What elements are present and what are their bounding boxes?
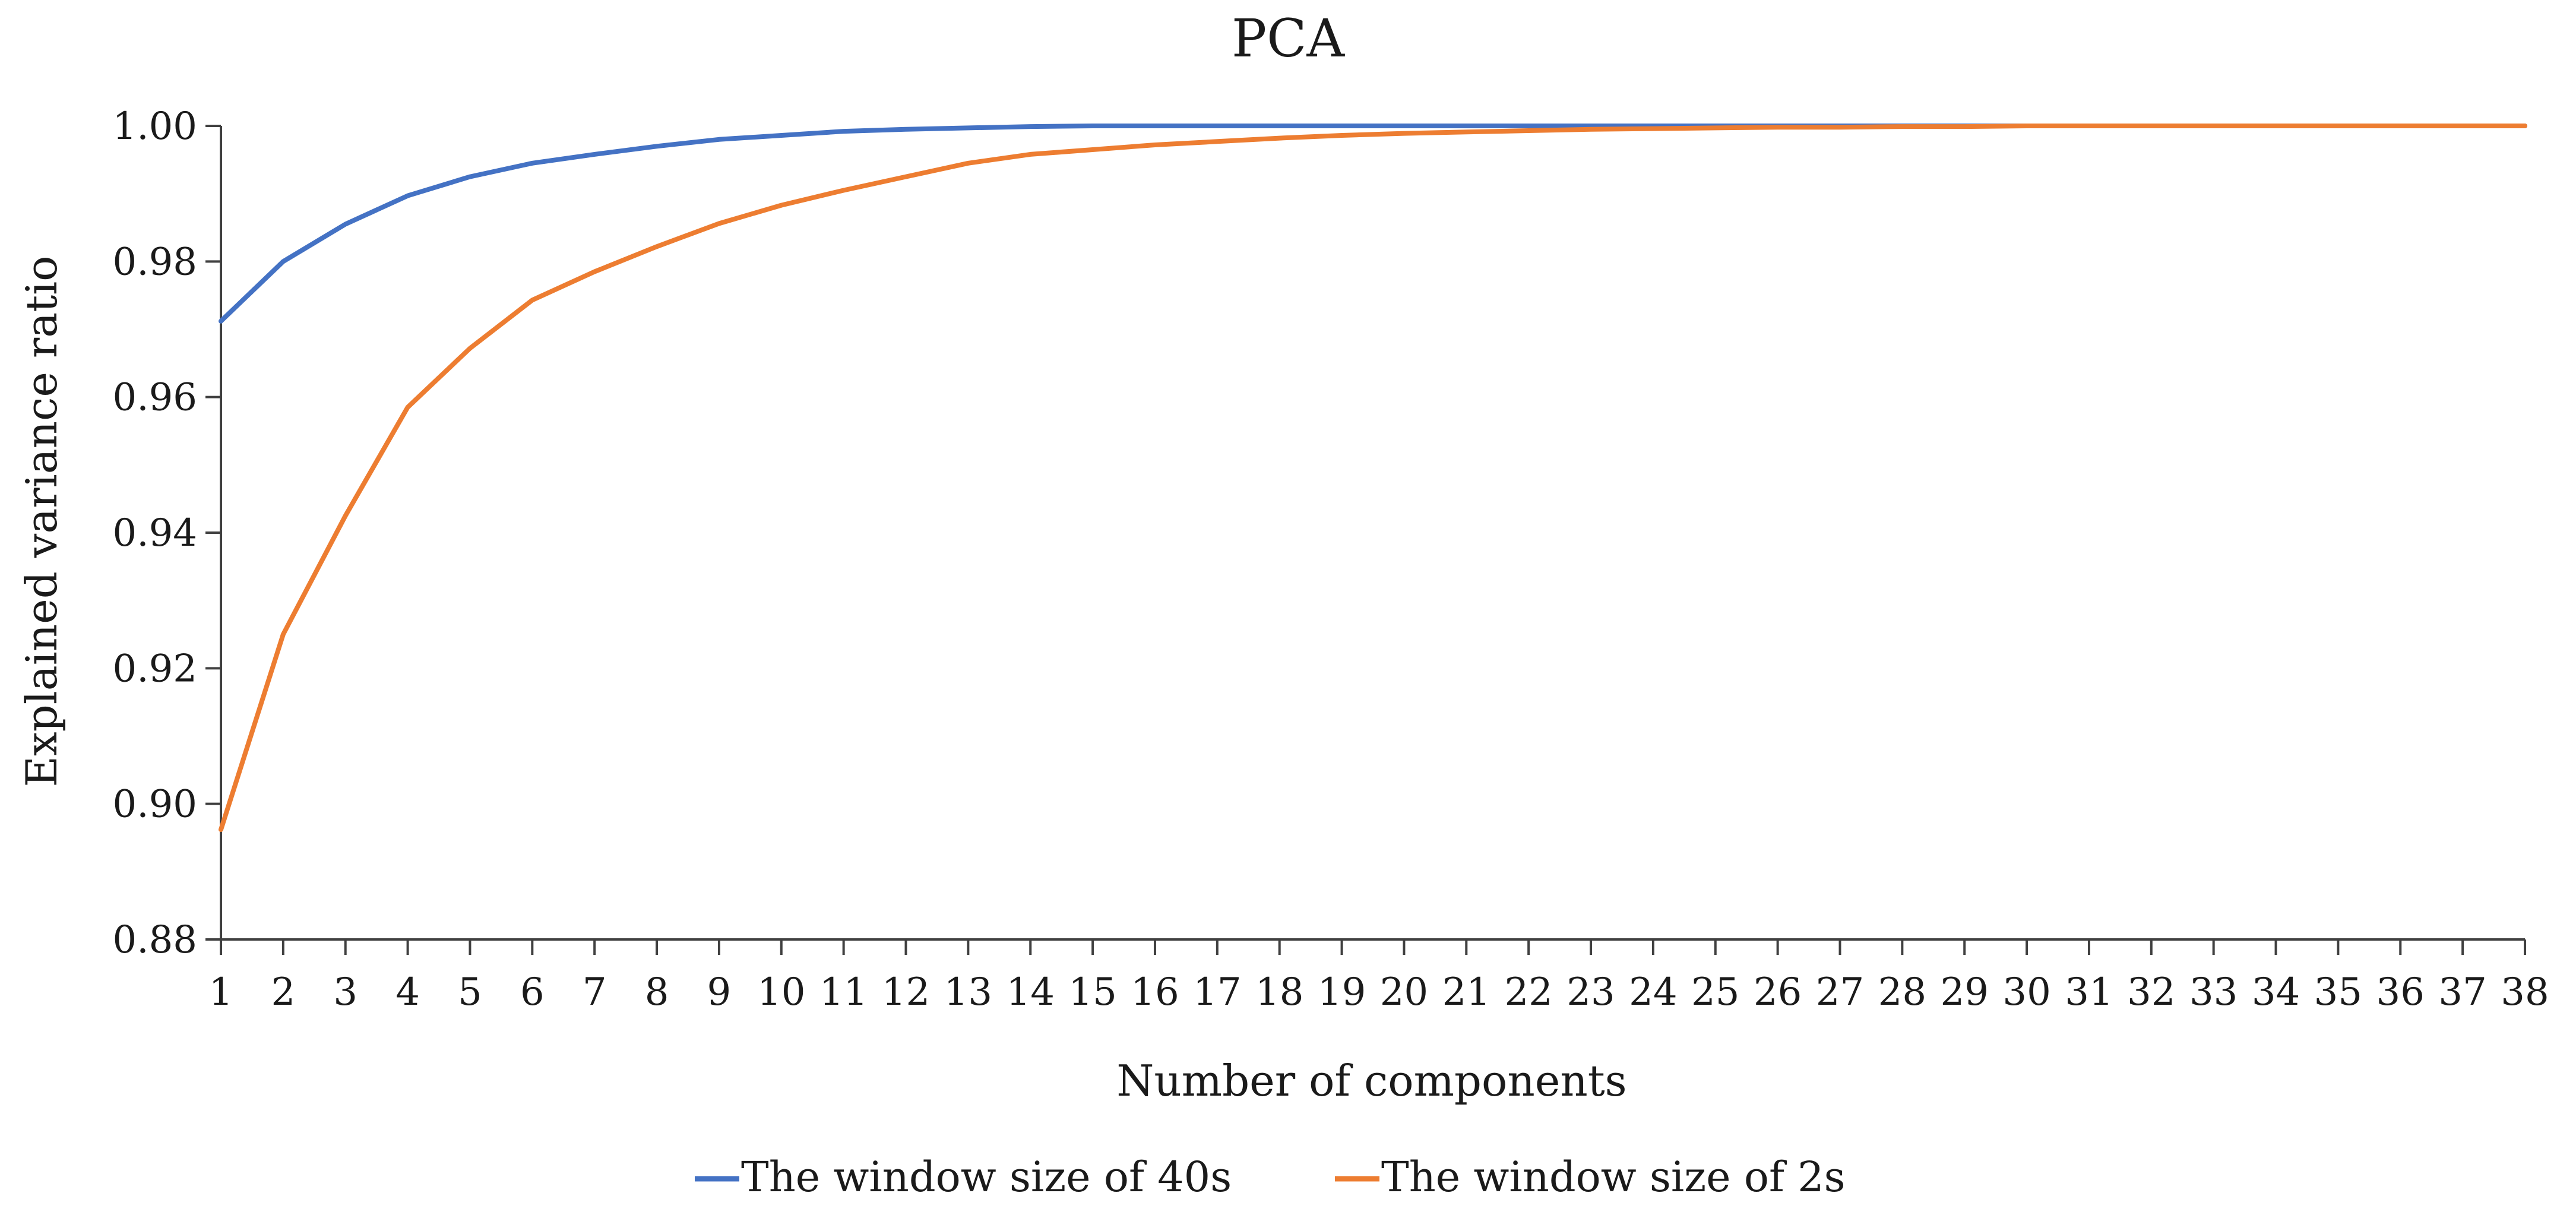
x-tick-label: 30: [2002, 970, 2050, 1014]
x-tick-label: 14: [1007, 970, 1055, 1014]
x-axis-ticks: 1 2 3 4 5 6 7 8 9 10 11 12 13 14 15 16 17 18 19 20 21 22 23 24 2…: [209, 939, 2549, 1014]
x-tick-label: 28: [1878, 970, 1926, 1014]
y-tick-label: 0.98: [113, 240, 198, 284]
x-tick-label: 29: [1940, 970, 1988, 1014]
x-axis-label: Number of components: [1116, 1056, 1626, 1106]
legend: The window size of 40s The window size o…: [695, 1153, 1846, 1201]
x-tick-label: 17: [1193, 970, 1241, 1014]
x-tick-label: 5: [458, 970, 482, 1014]
x-tick-label: 6: [520, 970, 545, 1014]
x-tick-label: 12: [882, 970, 930, 1014]
y-axis-label: Explained variance ratio: [17, 255, 67, 787]
x-tick-label: 13: [944, 970, 992, 1014]
x-tick-label: 10: [757, 970, 805, 1014]
x-tick-label: 35: [2314, 970, 2362, 1014]
x-tick-label: 33: [2189, 970, 2238, 1014]
x-tick-label: 21: [1442, 970, 1490, 1014]
x-tick-label: 3: [333, 970, 357, 1014]
y-tick-label: 0.92: [113, 647, 198, 691]
y-tick-label: 0.94: [113, 511, 198, 555]
series-line-40s: [219, 124, 2527, 324]
x-tick-label: 8: [645, 970, 669, 1014]
x-tick-label: 34: [2252, 970, 2300, 1014]
legend-item-40s: The window size of 40s: [695, 1153, 1232, 1201]
x-tick-label: 4: [395, 970, 420, 1014]
chart-title: PCA: [1232, 8, 1346, 69]
x-tick-label: 18: [1255, 970, 1303, 1014]
x-tick-label: 31: [2065, 970, 2113, 1014]
x-tick-label: 20: [1380, 970, 1428, 1014]
x-tick-label: 1: [209, 970, 233, 1014]
x-tick-label: 27: [1816, 970, 1864, 1014]
x-tick-label: 23: [1567, 970, 1615, 1014]
series-line-2s: [219, 124, 2527, 833]
y-tick-label: 0.96: [113, 376, 198, 420]
x-tick-label: 9: [707, 970, 732, 1014]
series-lines: [219, 124, 2527, 833]
y-tick-label: 0.88: [113, 918, 198, 962]
y-tick-label: 1.00: [113, 105, 198, 148]
x-tick-label: 37: [2438, 970, 2486, 1014]
x-tick-label: 32: [2127, 970, 2175, 1014]
axes: [220, 126, 2525, 941]
legend-item-2s: The window size of 2s: [1335, 1153, 1846, 1201]
x-tick-label: 25: [1691, 970, 1739, 1014]
x-tick-label: 26: [1754, 970, 1802, 1014]
y-axis-ticks: 0.88 0.90 0.92 0.94 0.96 0.98 1.00: [113, 105, 221, 962]
x-tick-label: 16: [1131, 970, 1179, 1014]
legend-label-40s: The window size of 40s: [741, 1153, 1232, 1201]
y-tick-label: 0.90: [113, 783, 198, 827]
x-tick-label: 36: [2376, 970, 2425, 1014]
x-tick-label: 7: [583, 970, 607, 1014]
x-tick-label: 19: [1318, 970, 1366, 1014]
x-tick-label: 15: [1068, 970, 1116, 1014]
legend-label-2s: The window size of 2s: [1381, 1153, 1846, 1201]
x-tick-label: 24: [1629, 970, 1677, 1014]
x-tick-label: 22: [1504, 970, 1552, 1014]
x-tick-label: 11: [819, 970, 868, 1014]
x-tick-label: 2: [271, 970, 296, 1014]
x-tick-label: 38: [2501, 970, 2549, 1014]
